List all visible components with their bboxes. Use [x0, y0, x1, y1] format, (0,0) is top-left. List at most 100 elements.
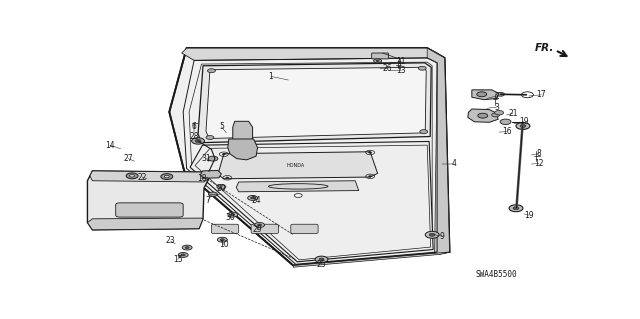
Circle shape	[478, 113, 488, 118]
Text: 7: 7	[205, 196, 211, 205]
Circle shape	[129, 174, 134, 177]
Polygon shape	[198, 63, 431, 143]
Circle shape	[164, 175, 169, 178]
Polygon shape	[200, 170, 221, 178]
Circle shape	[182, 245, 192, 250]
Text: 5: 5	[219, 122, 224, 131]
Text: 8: 8	[536, 149, 541, 158]
Polygon shape	[90, 171, 209, 182]
Circle shape	[191, 138, 205, 144]
Circle shape	[208, 156, 218, 161]
Text: 18: 18	[196, 174, 206, 183]
Polygon shape	[169, 48, 449, 265]
Circle shape	[419, 66, 426, 70]
Circle shape	[226, 177, 229, 179]
Text: 1: 1	[269, 72, 273, 81]
Text: 21: 21	[508, 109, 518, 118]
FancyBboxPatch shape	[372, 53, 388, 59]
Text: FR.: FR.	[534, 43, 554, 53]
Circle shape	[319, 258, 324, 261]
Text: 10: 10	[219, 240, 228, 249]
Circle shape	[500, 119, 511, 124]
Text: 23: 23	[166, 236, 175, 245]
Polygon shape	[428, 48, 449, 255]
Circle shape	[520, 124, 526, 128]
Polygon shape	[293, 252, 449, 267]
Text: 20: 20	[216, 184, 226, 193]
Circle shape	[369, 152, 372, 153]
Text: 22: 22	[137, 173, 147, 182]
Circle shape	[495, 110, 504, 115]
Circle shape	[218, 237, 227, 242]
Polygon shape	[182, 48, 437, 60]
Circle shape	[126, 173, 138, 179]
Polygon shape	[88, 171, 209, 230]
Circle shape	[161, 174, 173, 180]
Text: 16: 16	[502, 127, 511, 136]
Circle shape	[425, 231, 439, 238]
Polygon shape	[468, 109, 498, 122]
Circle shape	[516, 122, 530, 130]
Polygon shape	[228, 139, 257, 160]
Circle shape	[248, 196, 257, 200]
Polygon shape	[472, 90, 499, 100]
Text: 11: 11	[397, 57, 406, 66]
Text: 31: 31	[202, 154, 211, 163]
Circle shape	[374, 59, 381, 63]
Text: SWA4B5500: SWA4B5500	[476, 270, 518, 278]
Polygon shape	[218, 152, 378, 179]
Text: 13: 13	[397, 66, 406, 75]
Text: 6: 6	[191, 122, 196, 131]
Text: 19: 19	[519, 117, 529, 126]
Polygon shape	[236, 181, 359, 192]
Circle shape	[315, 256, 328, 263]
Circle shape	[217, 185, 226, 189]
Circle shape	[222, 153, 225, 155]
Text: 15: 15	[173, 255, 182, 264]
Text: 27: 27	[124, 154, 133, 163]
Circle shape	[206, 136, 214, 139]
Text: 14: 14	[105, 141, 115, 150]
Polygon shape	[190, 141, 433, 262]
FancyBboxPatch shape	[251, 224, 278, 234]
FancyBboxPatch shape	[211, 224, 239, 234]
Polygon shape	[88, 218, 203, 230]
Circle shape	[429, 233, 435, 236]
Text: 12: 12	[534, 159, 543, 168]
Text: 4: 4	[452, 159, 457, 168]
Text: 25: 25	[317, 260, 326, 269]
Circle shape	[220, 239, 225, 241]
Text: 2: 2	[494, 92, 499, 100]
Polygon shape	[206, 67, 426, 138]
Circle shape	[185, 247, 189, 249]
Circle shape	[178, 252, 188, 257]
Polygon shape	[233, 121, 253, 146]
Text: 17: 17	[536, 90, 546, 99]
Circle shape	[509, 205, 523, 212]
Text: 19: 19	[524, 211, 534, 220]
Circle shape	[420, 130, 428, 134]
Circle shape	[376, 60, 379, 62]
Text: 9: 9	[440, 232, 445, 241]
Circle shape	[195, 139, 201, 142]
Circle shape	[497, 92, 504, 96]
Text: 3: 3	[494, 102, 499, 112]
Circle shape	[513, 207, 519, 210]
Circle shape	[231, 214, 235, 216]
Circle shape	[257, 224, 262, 226]
Circle shape	[181, 254, 185, 256]
Circle shape	[477, 92, 487, 97]
Text: 30: 30	[225, 213, 235, 222]
Text: HONDA: HONDA	[287, 162, 305, 167]
Text: 24: 24	[252, 196, 261, 205]
Circle shape	[492, 113, 500, 117]
Circle shape	[228, 212, 237, 217]
Text: 26: 26	[383, 64, 392, 73]
Circle shape	[255, 223, 264, 227]
Circle shape	[369, 175, 372, 177]
Circle shape	[251, 197, 255, 199]
Circle shape	[209, 192, 218, 197]
Circle shape	[207, 69, 216, 73]
FancyBboxPatch shape	[116, 203, 183, 217]
Text: 28: 28	[189, 132, 199, 141]
